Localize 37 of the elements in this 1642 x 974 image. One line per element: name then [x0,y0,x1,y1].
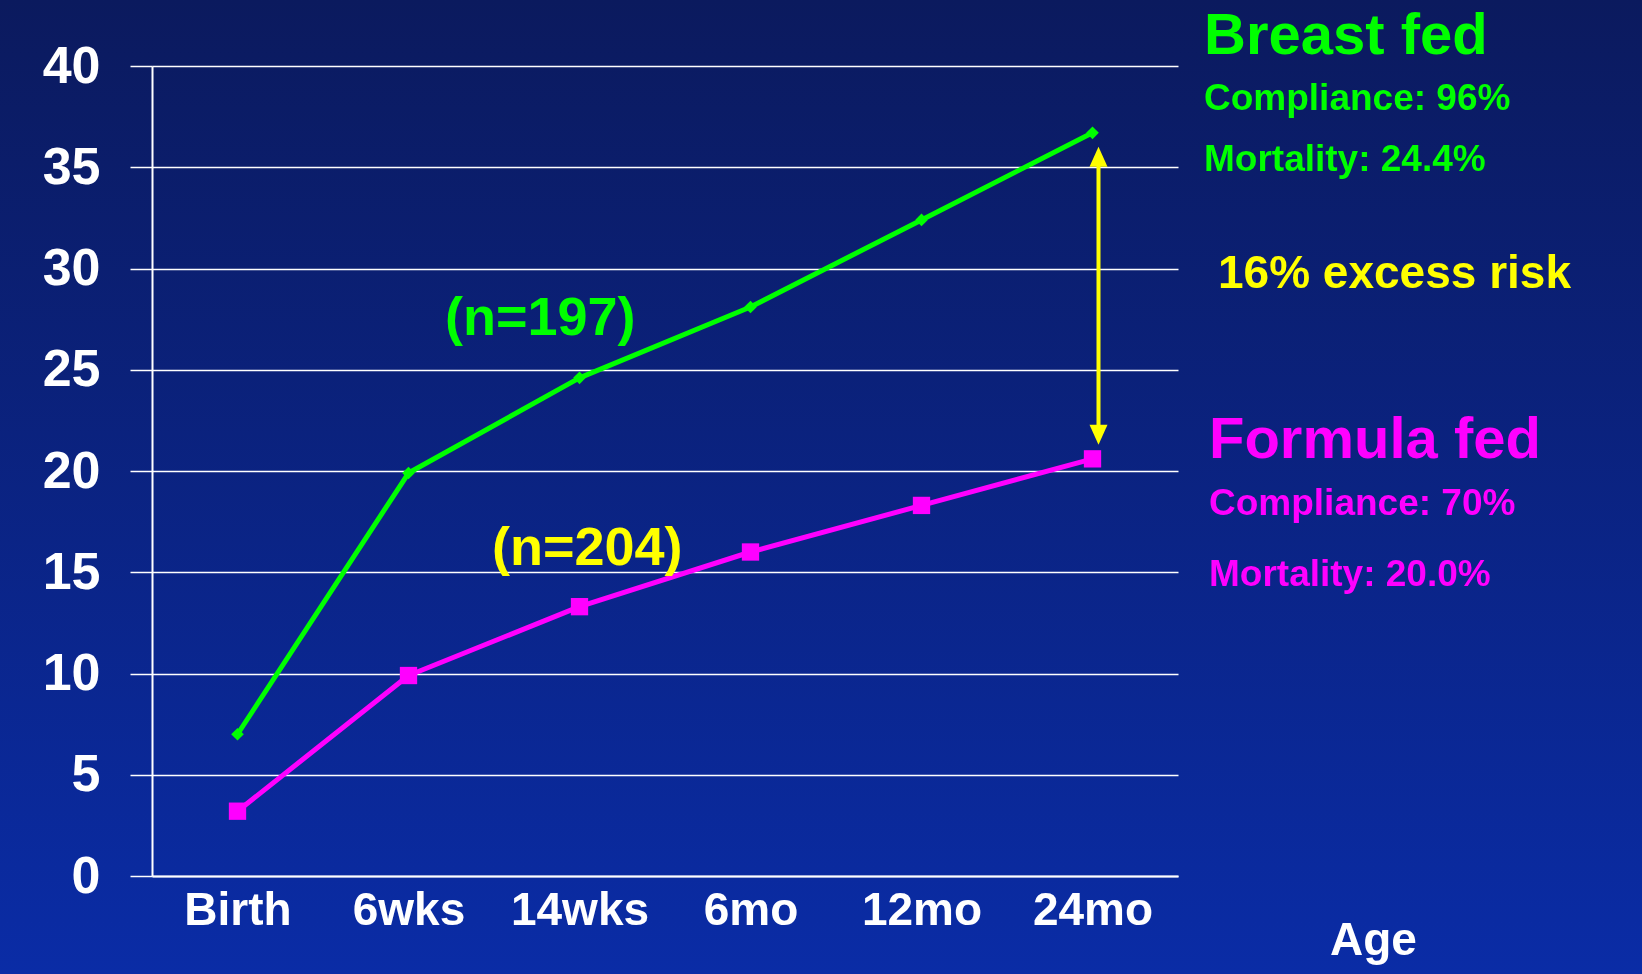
x-axis-title: Age [1330,912,1417,965]
y-tick-label: 5 [71,744,101,803]
text: Breast fed [1204,1,1488,66]
y-tick-label: 15 [42,541,101,600]
point [573,371,586,385]
x-tick-label: 14wks [510,882,650,935]
point [915,213,928,227]
y-tick-label: 30 [42,238,101,296]
annotation: (n=204) [492,516,683,576]
y-tick-label: 0 [71,845,101,904]
text: Compliance: 96% [1204,77,1511,118]
y-tick-label: 40 [42,35,101,94]
point [741,543,760,561]
annotation: (n=197) [445,286,636,346]
x-tick-label: 6mo [703,882,799,935]
text: Compliance: 70% [1209,482,1516,523]
point [1086,126,1099,140]
point [570,598,589,616]
x-tick-label: Birth [184,882,292,935]
point [399,666,418,685]
y-tick-label: 10 [42,643,101,701]
point [1083,450,1102,468]
y-tick-label: 25 [42,339,101,398]
point [402,466,415,480]
point [231,727,244,741]
y-tick-label: 20 [42,440,101,499]
text: Mortality: 20.0% [1209,553,1491,594]
point [228,802,247,820]
text: 16% excess risk [1218,246,1572,298]
text: Mortality: 24.4% [1204,138,1486,179]
x-tick-label: 24mo [1032,882,1154,935]
point [912,496,931,515]
x-tick-label: 6wks [352,882,466,935]
y-tick-label: 35 [42,136,101,195]
point [744,300,757,314]
series-label: Formula fed [1209,405,1541,470]
x-tick-label: 12mo [861,882,983,935]
